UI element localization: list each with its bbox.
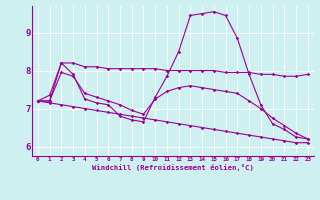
X-axis label: Windchill (Refroidissement éolien,°C): Windchill (Refroidissement éolien,°C) — [92, 164, 254, 171]
